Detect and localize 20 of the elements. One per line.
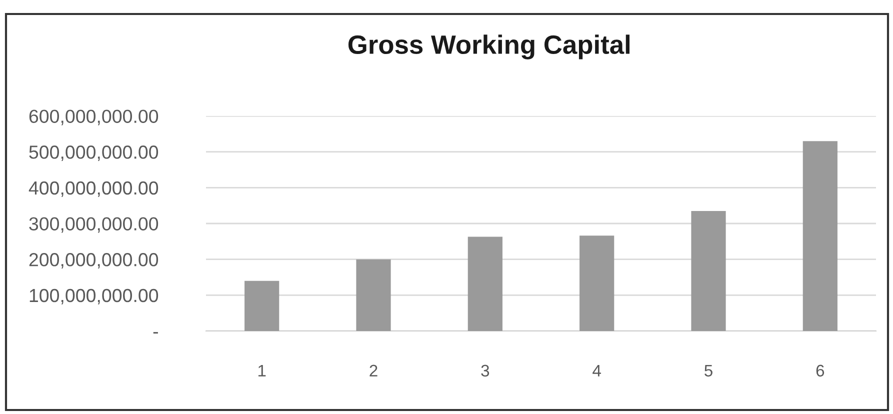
bar <box>580 236 614 331</box>
y-tick-label: 600,000,000.00 <box>29 110 158 126</box>
y-tick-label: 100,000,000.00 <box>30 288 158 304</box>
bar <box>691 210 726 331</box>
x-tick-label: 1 <box>258 364 266 376</box>
y-tick-label: 300,000,000.00 <box>29 217 158 233</box>
y-tick-label: 400,000,000.00 <box>28 181 158 197</box>
bar <box>802 141 838 331</box>
x-tick-label: 6 <box>816 364 824 377</box>
x-tick-label: 4 <box>592 364 601 376</box>
x-tick-label: 2 <box>370 364 378 376</box>
x-tick-label: 5 <box>704 364 712 377</box>
y-tick-label: - <box>153 332 158 334</box>
bar <box>244 280 280 331</box>
chart-title: Gross Working Capital <box>348 34 630 60</box>
bar <box>468 236 502 331</box>
bar <box>356 259 391 331</box>
x-tick-label: 3 <box>481 364 490 377</box>
y-tick-label: 500,000,000.00 <box>29 146 158 162</box>
y-tick-label: 200,000,000.00 <box>29 253 158 269</box>
